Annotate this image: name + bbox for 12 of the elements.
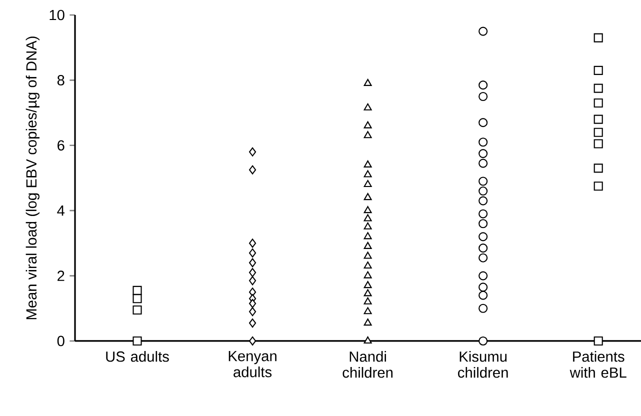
x-tick-label: US adults — [106, 351, 169, 362]
y-tick-label: 10 — [50, 10, 64, 20]
y-axis-title: Mean viral load (log EBV copies/µg of DNA) — [26, 36, 40, 320]
x-tick-label: Kisumu children — [458, 351, 508, 378]
y-tick-label: 0 — [57, 336, 64, 346]
y-tick-label: 2 — [58, 270, 64, 281]
x-tick-label: Kenyan adults — [228, 351, 276, 378]
x-tick-label: Nandi children — [342, 351, 393, 378]
x-tick-label: Patients with eBL — [570, 351, 626, 378]
y-tick-label: 4 — [57, 206, 65, 216]
y-tick-label: 8 — [57, 75, 64, 86]
y-tick-label: 6 — [58, 140, 64, 151]
